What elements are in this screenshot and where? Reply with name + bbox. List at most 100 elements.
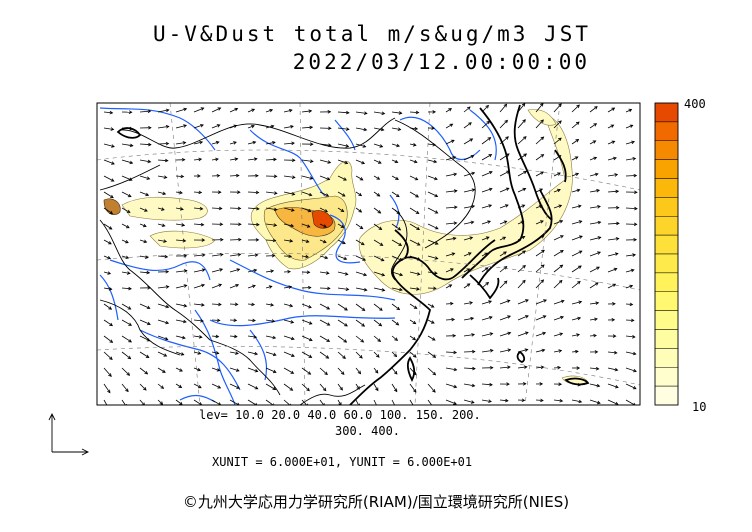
wind-arrow-head bbox=[467, 252, 472, 256]
wind-arrow-head bbox=[594, 172, 599, 177]
wind-arrow bbox=[139, 319, 151, 325]
wind-arrow bbox=[391, 111, 402, 114]
wind-arrow bbox=[463, 334, 475, 337]
wind-arrow bbox=[157, 223, 165, 227]
wind-arrow-head bbox=[255, 238, 260, 242]
wind-arrow bbox=[355, 207, 362, 213]
wind-arrow-head bbox=[219, 268, 224, 272]
wind-arrow-head bbox=[614, 367, 619, 372]
wind-arrow-head bbox=[468, 122, 472, 126]
wind-arrow bbox=[517, 188, 526, 193]
wind-arrow-head bbox=[540, 119, 544, 123]
wind-arrow-head bbox=[523, 382, 527, 386]
wind-arrow bbox=[193, 158, 202, 161]
wind-arrow-head bbox=[125, 388, 129, 393]
wind-arrow bbox=[103, 319, 113, 326]
wind-arrow-head bbox=[322, 239, 327, 244]
wind-arrow bbox=[607, 283, 616, 289]
wind-arrow bbox=[409, 367, 417, 375]
wind-arrow bbox=[427, 191, 438, 197]
wind-arrow bbox=[301, 207, 311, 212]
wind-arrow-head bbox=[344, 160, 349, 165]
wind-arrow-head bbox=[361, 323, 366, 327]
wind-arrow-head bbox=[503, 220, 508, 224]
wind-arrow bbox=[373, 207, 381, 214]
wind-arrow-head bbox=[558, 120, 562, 124]
wind-arrow-head bbox=[199, 140, 204, 145]
wind-arrow bbox=[337, 335, 347, 343]
wind-arrow-head bbox=[631, 140, 636, 145]
wind-arrow-head bbox=[453, 367, 458, 372]
wind-arrow-head bbox=[181, 157, 186, 162]
wind-arrow bbox=[409, 383, 417, 393]
wind-arrow bbox=[427, 319, 435, 324]
wind-arrow bbox=[481, 204, 492, 209]
wind-arrow bbox=[175, 367, 183, 372]
dust-plume-north bbox=[527, 109, 557, 126]
wind-arrow bbox=[553, 205, 562, 209]
wind-arrow bbox=[463, 172, 475, 177]
wind-arrow bbox=[211, 367, 220, 371]
wind-arrow-head bbox=[255, 402, 258, 405]
wind-arrow-head bbox=[616, 221, 620, 226]
wind-arrow bbox=[607, 140, 615, 145]
wind-arrow-head bbox=[450, 301, 454, 306]
wind-arrow-head bbox=[525, 299, 529, 303]
wind-arrow bbox=[463, 317, 474, 321]
wind-arrow bbox=[265, 207, 277, 211]
wind-arrow-head bbox=[326, 322, 331, 326]
wind-arrow-head bbox=[108, 287, 113, 291]
wind-arrow bbox=[607, 124, 614, 129]
wind-arrow bbox=[445, 222, 457, 225]
wind-arrow-head bbox=[163, 353, 168, 357]
wind-arrow-head bbox=[560, 235, 564, 239]
wind-arrow-head bbox=[321, 403, 325, 405]
wind-arrow-head bbox=[451, 317, 456, 322]
wind-arrow bbox=[139, 303, 150, 309]
wind-arrow-head bbox=[183, 107, 188, 112]
wind-arrow-head bbox=[413, 305, 418, 309]
wind-arrow bbox=[463, 351, 475, 353]
wind-arrow-head bbox=[432, 354, 437, 358]
wind-arrow-head bbox=[238, 222, 242, 227]
wind-arrow-head bbox=[614, 385, 619, 389]
wind-arrow bbox=[247, 335, 257, 338]
colorbar-swatch bbox=[654, 348, 679, 368]
wind-arrow-head bbox=[127, 193, 132, 198]
wind-arrow bbox=[427, 271, 438, 274]
wind-arrow bbox=[481, 137, 491, 145]
wind-arrow-head bbox=[521, 398, 526, 403]
wind-arrow bbox=[589, 173, 599, 177]
wind-arrow bbox=[265, 125, 274, 129]
wind-arrow-head bbox=[344, 272, 349, 276]
wind-arrow-head bbox=[540, 235, 545, 239]
wind-arrow-head bbox=[448, 108, 452, 112]
wind-arrow-head bbox=[182, 141, 187, 145]
dust-plume-west2 bbox=[149, 230, 216, 249]
wind-arrow-head bbox=[235, 284, 240, 288]
wind-arrow bbox=[625, 319, 634, 321]
wind-arrow-head bbox=[256, 222, 260, 227]
wind-arrow bbox=[229, 141, 237, 145]
wind-arrow bbox=[481, 399, 492, 402]
wind-arrow-head bbox=[632, 253, 637, 257]
wind-arrow bbox=[301, 191, 312, 196]
wind-arrow bbox=[427, 399, 433, 405]
wind-arrow-head bbox=[633, 222, 638, 227]
wind-arrow bbox=[247, 207, 259, 210]
wind-arrow-head bbox=[360, 339, 365, 343]
wind-arrow-head bbox=[524, 348, 529, 352]
wind-arrow bbox=[301, 351, 312, 358]
wind-arrow-head bbox=[578, 300, 583, 304]
wind-arrow bbox=[139, 175, 150, 180]
wind-arrow bbox=[175, 285, 187, 289]
wind-arrow-head bbox=[142, 223, 147, 228]
wind-arrow-head bbox=[540, 136, 545, 141]
wind-arrow-head bbox=[146, 176, 151, 180]
wind-arrow bbox=[391, 367, 398, 375]
wind-arrow-head bbox=[255, 190, 260, 195]
wind-arrow bbox=[373, 303, 383, 311]
wind-arrow bbox=[103, 159, 115, 165]
wind-arrow-head bbox=[453, 384, 458, 389]
wind-arrow bbox=[265, 270, 274, 273]
